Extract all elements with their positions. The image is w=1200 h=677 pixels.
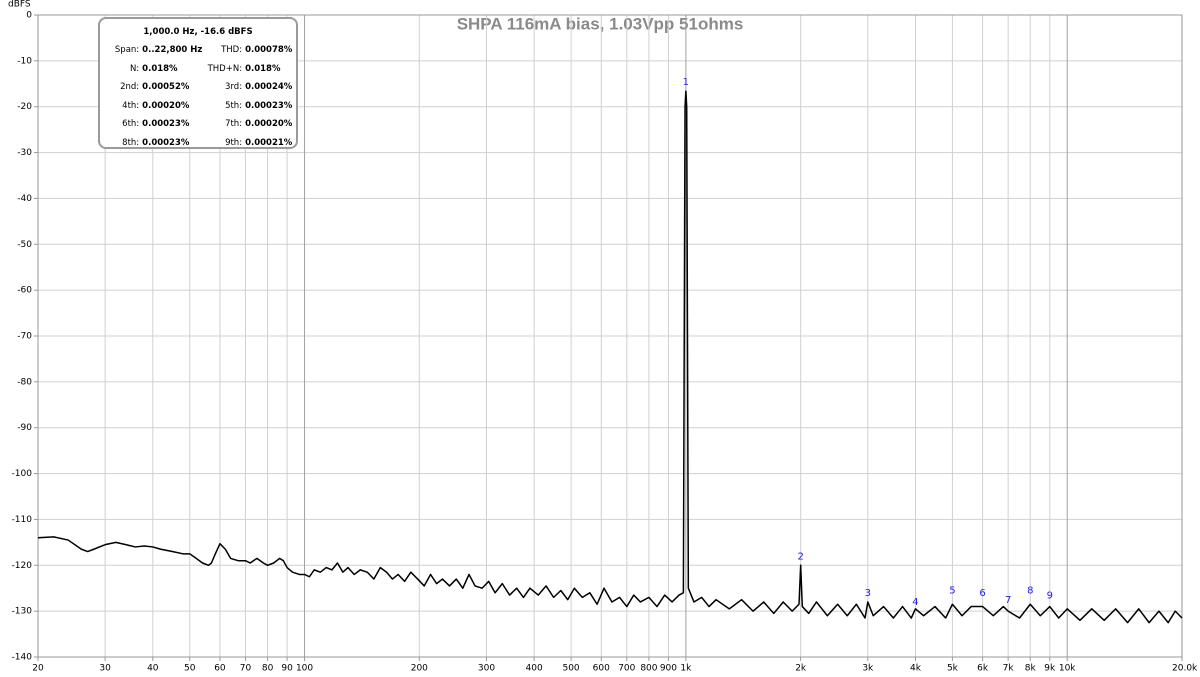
info-key: THD: [221,45,243,55]
x-tick-label: 6k [977,664,989,674]
y-axis-label: dBFS [8,0,31,10]
info-key: 9th: [225,137,243,148]
info-key: 5th: [225,100,243,111]
x-tick-label: 4k [910,664,922,674]
x-tick-label: 1k [680,664,692,674]
info-value: 0.018% [245,63,281,74]
y-tick-label: -50 [17,240,32,250]
harmonic-marker: 9 [1047,590,1053,601]
y-tick-label: -110 [12,515,33,525]
info-key: 2nd: [120,82,140,92]
y-tick-label: -90 [17,423,32,433]
harmonic-marker: 8 [1027,586,1033,597]
x-tick-label: 800 [640,664,657,674]
x-tick-label: 20 [32,664,44,674]
y-tick-label: -10 [17,56,32,66]
info-value: 0.018% [142,63,178,74]
x-tick-label: 400 [526,664,543,674]
info-value: 0.00024% [245,82,293,92]
harmonic-marker: 3 [865,588,871,599]
x-tick-label: 700 [618,664,635,674]
harmonic-marker: 1 [683,77,689,88]
harmonic-marker: 4 [912,597,918,608]
info-box: 1,000.0 Hz, -16.6 dBFS Span: 0..22,800 Hz… [98,17,298,149]
harmonic-marker: 6 [979,588,985,599]
x-tick-label: 40 [147,664,159,674]
y-tick-label: -80 [17,377,32,387]
info-title: 1,000.0 Hz, -16.6 dBFS [143,27,253,37]
info-row: 2nd: 0.00052% 3rd: 0.00024% [100,78,296,97]
x-tick-label: 300 [478,664,495,674]
y-tick-label: 0 [26,11,32,21]
info-key: THD+N: [207,63,243,74]
info-row: N: 0.018% THD+N: 0.018% [100,60,296,79]
info-row: Span: 0..22,800 Hz THD: 0.00078% [100,41,296,60]
info-key: 3rd: [225,82,243,92]
x-tick-label: 70 [240,664,252,674]
info-key: 8th: [122,137,140,148]
info-value: 0.00020% [245,119,293,129]
x-tick-label: 5k [947,664,959,674]
info-key: 7th: [225,119,243,129]
chart-title: SHPA 116mA bias, 1.03Vpp 51ohms [457,14,744,33]
x-tick-label: 20.0k Hz [1172,664,1200,674]
info-value: 0.00023% [142,119,190,129]
x-tick-label: 10k [1059,664,1076,674]
info-value: 0.00052% [142,82,190,92]
info-key: 6th: [122,119,140,129]
harmonic-marker: 2 [797,551,803,562]
info-value: 0.00023% [142,137,190,148]
y-tick-label: -70 [17,332,32,342]
info-value: 0.00021% [245,137,293,148]
y-tick-label: -40 [17,194,32,204]
x-tick-label: 2k [795,664,807,674]
harmonic-marker: 5 [949,586,955,597]
harmonic-marker: 7 [1005,595,1011,606]
x-tick-label: 200 [411,664,428,674]
y-tick-label: -30 [17,148,32,158]
info-key: Span: [114,45,140,55]
grid [37,14,1183,658]
x-tick-label: 60 [214,664,226,674]
x-tick-label: 80 [262,664,274,674]
info-value: 0.00020% [142,100,190,111]
x-tick-label: 8k [1025,664,1037,674]
y-tick-label: -60 [17,286,32,296]
y-tick-label: -130 [12,607,33,617]
x-tick-label: 100 [296,664,313,674]
x-tick-label: 600 [593,664,610,674]
info-value: 0.00078% [245,45,293,55]
x-tick-label: 900 [660,664,677,674]
x-tick-label: 7k [1003,664,1015,674]
y-tick-label: -120 [12,561,33,571]
info-row: 4th: 0.00020% 5th: 0.00023% [100,97,296,116]
x-tick-label: 3k [862,664,874,674]
y-tick-label: -20 [17,102,32,112]
y-tick-label: -100 [12,469,33,479]
x-tick-label: 30 [99,664,111,674]
x-tick-label: 500 [562,664,579,674]
y-tick-label: -140 [12,653,33,663]
x-tick-label: 90 [281,664,293,674]
info-row: 6th: 0.00023% 7th: 0.00020% [100,115,296,134]
info-value: 0.00023% [245,100,293,111]
info-key: 4th: [122,100,140,111]
info-row: 8th: 0.00023% 9th: 0.00021% [100,134,296,153]
spectrum-line [37,90,1183,624]
info-value: 0..22,800 Hz [142,45,203,55]
info-key: N: [129,63,140,74]
x-tick-label: 50 [184,664,196,674]
x-tick-label: 9k [1044,664,1056,674]
